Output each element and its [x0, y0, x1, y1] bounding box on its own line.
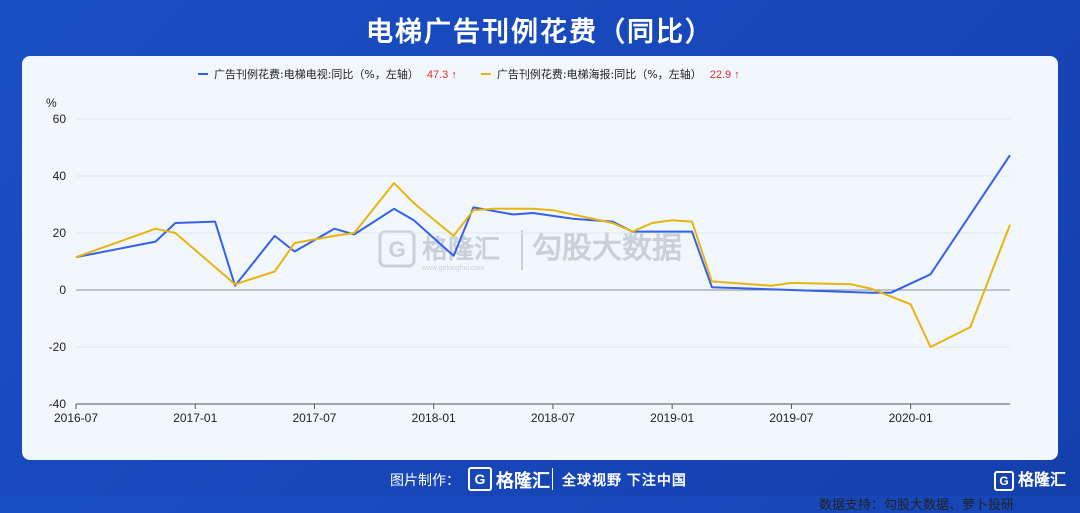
data-source: 数据支持：勾股大数据、萝卜投研 — [818, 497, 1014, 512]
series-line-2 — [75, 182, 1011, 348]
y-tick-label: 40 — [53, 169, 67, 183]
series-line-1 — [75, 154, 1011, 294]
footer-divider — [552, 468, 553, 490]
corner-logo-icon: G — [993, 470, 1014, 491]
y-axis-unit: % — [46, 96, 57, 110]
x-tick-label: 2019-01 — [650, 411, 694, 425]
page-title: 电梯广告刊例花费（同比） — [366, 17, 714, 47]
chart-panel: G 格隆汇 www.gelonghui.com 勾股大数据 -40 -20 0 20 4… — [22, 56, 1058, 512]
y-tick-label: -40 — [49, 397, 67, 411]
x-tick-label: 2018-07 — [531, 411, 575, 425]
legend-value-1: 47.3 ↑ — [427, 69, 457, 81]
footer: 图片制作： G 格隆汇 全球视野 下注中国 — [0, 462, 1080, 496]
x-tick-label: 2017-01 — [173, 411, 217, 425]
y-tick-label: 0 — [59, 283, 66, 297]
footer-brand: 格隆汇 — [496, 471, 550, 491]
footer-made-by: 图片制作： — [390, 472, 460, 488]
y-tick-label: 60 — [53, 112, 67, 126]
watermark-url: www.gelonghui.com — [421, 265, 484, 272]
svg-text:G: G — [388, 237, 405, 262]
corner-brand: G 格隆汇 — [993, 466, 1066, 491]
x-tick-label: 2019-07 — [769, 411, 813, 425]
watermark: G 格隆汇 www.gelonghui.com 勾股大数据 — [378, 230, 682, 272]
x-tick-label: 2017-07 — [292, 411, 336, 425]
line-chart: G 格隆汇 www.gelonghui.com 勾股大数据 -40 -20 0 20 4… — [46, 67, 1011, 425]
x-tick-label: 2016-07 — [54, 411, 98, 425]
y-tick-label: -20 — [49, 340, 67, 354]
legend-label-1: 广告刊例花费:电梯电视:同比（%，左轴） — [214, 67, 419, 81]
x-tick-label: 2018-01 — [412, 411, 456, 425]
x-tick-label: 2020-01 — [889, 411, 933, 425]
footer-slogan: 全球视野 下注中国 — [562, 472, 687, 488]
legend-label-2: 广告刊例花费:电梯海报:同比（%，左轴） — [497, 67, 702, 81]
brand-logo-icon: G — [468, 467, 492, 491]
watermark-partner: 勾股大数据 — [532, 231, 682, 266]
legend-value-2: 22.9 ↑ — [710, 69, 740, 81]
y-tick-label: 20 — [53, 226, 67, 240]
corner-brand-label: 格隆汇 — [1017, 472, 1066, 489]
